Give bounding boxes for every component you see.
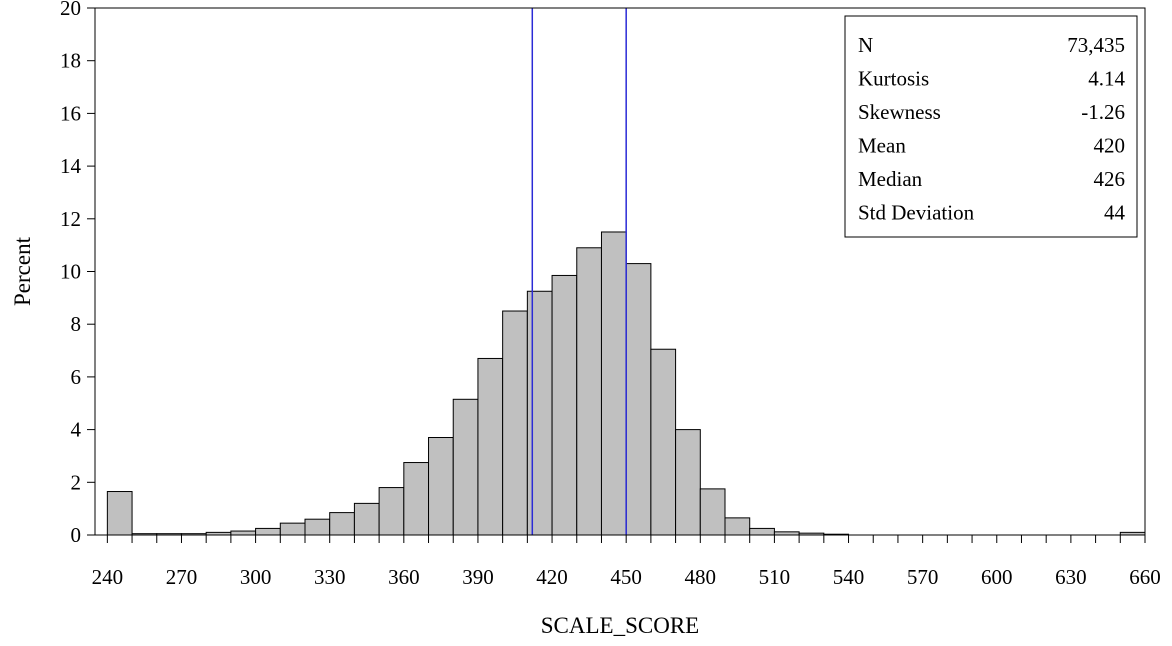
x-tick-label: 570: [907, 565, 939, 589]
x-tick-label: 630: [1055, 565, 1087, 589]
stats-value: 4.14: [1088, 67, 1125, 91]
histogram-bar: [403, 462, 430, 536]
stats-value: 44: [1104, 201, 1126, 225]
y-tick-label: 10: [60, 260, 81, 284]
reference-lines: [531, 8, 627, 535]
histogram-bar: [502, 310, 528, 536]
stats-label: Skewness: [858, 100, 941, 124]
histogram-bar: [724, 517, 751, 536]
x-tick-label: 300: [240, 565, 272, 589]
histogram-bar: [279, 522, 306, 536]
x-tick-label: 360: [388, 565, 420, 589]
x-tick-label: 540: [833, 565, 865, 589]
x-axis-title: SCALE_SCORE: [541, 613, 699, 638]
histogram-bar: [699, 488, 726, 536]
histogram-bar: [576, 247, 602, 536]
y-axis: 0 2 4 6 8 10 12 14 16 18 20: [60, 0, 95, 547]
histogram-bar: [749, 527, 775, 536]
histogram-bar: [625, 263, 652, 536]
x-tick-label: 330: [314, 565, 346, 589]
stats-value: 420: [1094, 134, 1126, 158]
histogram-bar: [428, 437, 454, 536]
stats-value: 73,435: [1067, 33, 1125, 57]
histogram-bar: [452, 398, 479, 536]
histogram-bar: [304, 518, 331, 536]
histogram-bar: [329, 512, 355, 536]
x-tick-label: 270: [166, 565, 198, 589]
histogram-bar: [477, 357, 504, 536]
stats-value: 426: [1094, 167, 1126, 191]
y-tick-label: 14: [60, 154, 82, 178]
stats-label: Mean: [858, 134, 906, 158]
x-tick-label: 240: [92, 565, 124, 589]
y-tick-label: 4: [71, 418, 82, 442]
stats-label: Kurtosis: [858, 67, 929, 91]
histogram-bar: [600, 231, 627, 536]
histogram-bar: [230, 530, 257, 536]
stats-box-frame: [844, 15, 1138, 238]
x-tick-label: 510: [759, 565, 791, 589]
stats-label: Std Deviation: [858, 201, 975, 225]
stats-value: -1.26: [1081, 100, 1125, 124]
y-tick-label: 12: [60, 207, 81, 231]
histogram-bar: [106, 491, 133, 536]
histogram-bar: [675, 429, 701, 536]
y-tick-label: 18: [60, 49, 81, 73]
y-tick-label: 6: [71, 365, 82, 389]
x-tick-label: 600: [981, 565, 1013, 589]
y-tick-label: 8: [71, 312, 82, 336]
x-tick-label: 420: [536, 565, 568, 589]
histogram-bar: [378, 487, 405, 536]
stats-label: N: [858, 33, 873, 57]
histogram-bars: [106, 231, 1146, 536]
x-axis: 240 270 300 330 360 390 420 450 480 510 540 570 600 6…: [92, 535, 1161, 589]
y-tick-label: 20: [60, 0, 81, 20]
x-tick-label: 450: [610, 565, 642, 589]
stats-box: N 73,435 Kurtosis 4.14 Skewness -1.26 Mean 420 M…: [844, 15, 1138, 238]
y-tick-label: 16: [60, 101, 81, 125]
y-tick-label: 2: [71, 470, 82, 494]
histogram-bar: [551, 274, 578, 536]
histogram-bar: [255, 527, 281, 536]
stats-label: Median: [858, 167, 923, 191]
x-tick-label: 480: [685, 565, 717, 589]
y-axis-title: Percent: [10, 236, 35, 306]
x-tick-label: 660: [1129, 565, 1161, 589]
histogram-bar: [353, 502, 380, 536]
y-tick-label: 0: [71, 523, 82, 547]
histogram-bar: [526, 290, 553, 536]
histogram-bar: [650, 348, 677, 536]
x-tick-label: 390: [462, 565, 494, 589]
